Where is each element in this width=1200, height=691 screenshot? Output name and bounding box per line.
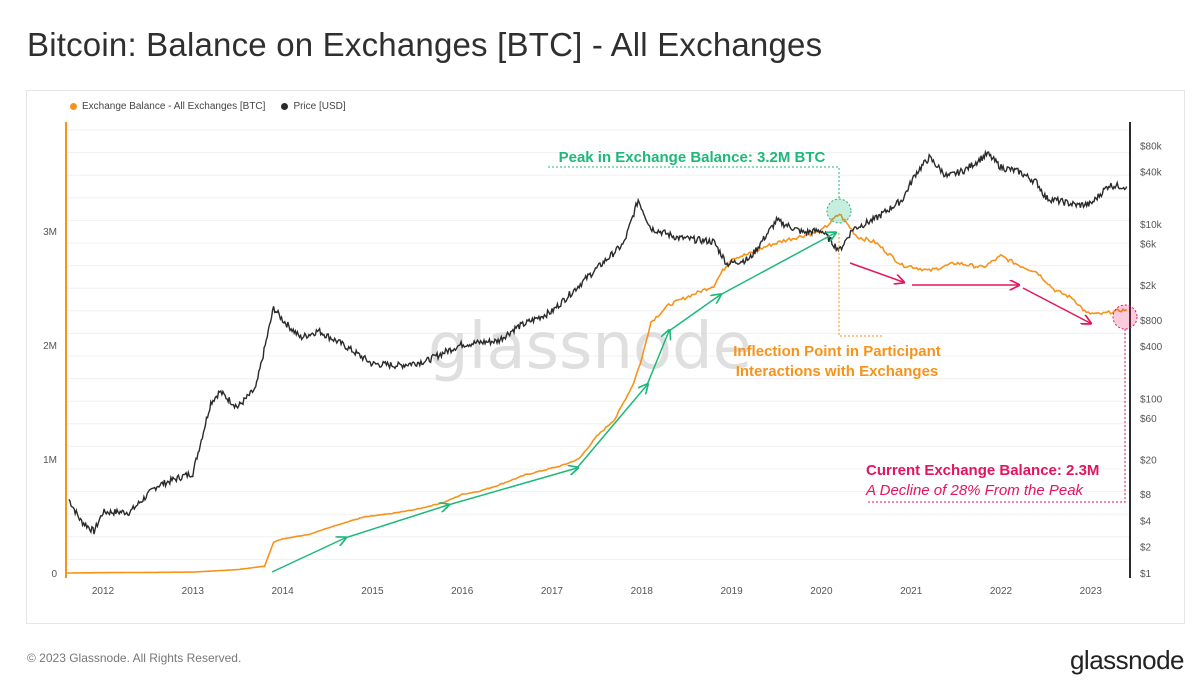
trend-arrow-up [344, 505, 448, 539]
x-tick-label: 2017 [541, 586, 564, 597]
page-title: Bitcoin: Balance on Exchanges [BTC] - Al… [27, 26, 823, 63]
footer-copyright: © 2023 Glassnode. All Rights Reserved. [27, 651, 242, 665]
x-tick-label: 2012 [92, 586, 115, 597]
trend-arrow-up [719, 233, 835, 296]
x-tick-label: 2021 [900, 586, 923, 597]
y-right-tick-label: $20 [1140, 456, 1157, 467]
chart-axes: 2012 2013 2014 2015 2016 2017 2018 2019 2020 2021… [43, 122, 1163, 597]
y-left-tick-label: 1M [43, 455, 57, 466]
trend-arrow-up [271, 538, 345, 573]
legend-item-exchange-balance[interactable]: Exchange Balance - All Exchanges [BTC] [70, 101, 265, 112]
x-tick-label: 2019 [720, 586, 743, 597]
y-right-tick-label: $40k [1140, 168, 1163, 179]
legend-label: Exchange Balance - All Exchanges [BTC] [82, 101, 266, 112]
y-right-tick-label: $1 [1140, 569, 1152, 580]
current-marker [1112, 304, 1138, 330]
current-annotation: Current Exchange Balance: 2.3M [866, 462, 1099, 479]
footer-logo[interactable]: glassnode [1069, 645, 1185, 675]
price-line [68, 149, 1128, 535]
current-leader-line [866, 329, 1126, 503]
x-tick-label: 2015 [361, 586, 384, 597]
legend-item-price[interactable]: Price [USD] [281, 101, 346, 112]
y-right-tick-label: $400 [1140, 342, 1163, 353]
inflection-leader-line [838, 233, 882, 337]
x-tick-label: 2016 [451, 586, 474, 597]
x-tick-label: 2013 [182, 586, 205, 597]
legend-label: Price [USD] [293, 101, 346, 112]
chart-grid [66, 129, 1130, 560]
inflection-annotation-line1: Inflection Point in Participant [733, 343, 941, 360]
trend-arrow-up [447, 468, 577, 506]
y-right-tick-label: $2k [1140, 281, 1157, 292]
watermark: glassnode [428, 310, 752, 384]
y-left-tick-label: 2M [43, 341, 57, 352]
y-right-tick-label: $800 [1140, 316, 1163, 327]
x-tick-label: 2020 [810, 586, 833, 597]
peak-marker [826, 198, 852, 224]
y-right-tick-label: $80k [1140, 141, 1163, 152]
y-right-tick-label: $6k [1140, 239, 1157, 250]
chart-series [67, 149, 1128, 574]
x-tick-label: 2023 [1080, 586, 1103, 597]
y-right-tick-label: $2 [1140, 543, 1152, 554]
trend-arrow-up [668, 295, 720, 332]
x-tick-label: 2022 [990, 586, 1013, 597]
y-right-tick-label: $4 [1140, 516, 1152, 527]
y-right-tick-label: $8 [1140, 490, 1152, 501]
y-left-tick-label: 3M [43, 227, 57, 238]
inflection-annotation-line2: Interactions with Exchanges [736, 363, 939, 380]
y-left-tick-label: 0 [51, 569, 57, 580]
x-tick-label: 2018 [631, 586, 654, 597]
peak-annotation: Peak in Exchange Balance: 3.2M BTC [559, 149, 826, 166]
trend-arrow-down [1022, 287, 1090, 323]
y-right-tick-label: $10k [1140, 220, 1163, 231]
chart-annotations: Peak in Exchange Balance: 3.2M BTC Inflec… [271, 149, 1138, 573]
chart-legend: Exchange Balance - All Exchanges [BTC] P… [70, 101, 346, 112]
peak-leader-line [548, 166, 840, 199]
x-tick-label: 2014 [271, 586, 294, 597]
legend-dot-orange [70, 103, 77, 110]
trend-arrow-up [646, 331, 669, 386]
y-right-tick-label: $60 [1140, 414, 1157, 425]
exchange-balance-line [67, 213, 1128, 574]
trend-arrow-down [849, 262, 903, 282]
trend-arrow-up [576, 385, 647, 469]
y-right-tick-label: $100 [1140, 395, 1163, 406]
decline-annotation: A Decline of 28% From the Peak [865, 482, 1085, 499]
legend-dot-black [281, 103, 289, 110]
chart-card [26, 90, 1185, 624]
